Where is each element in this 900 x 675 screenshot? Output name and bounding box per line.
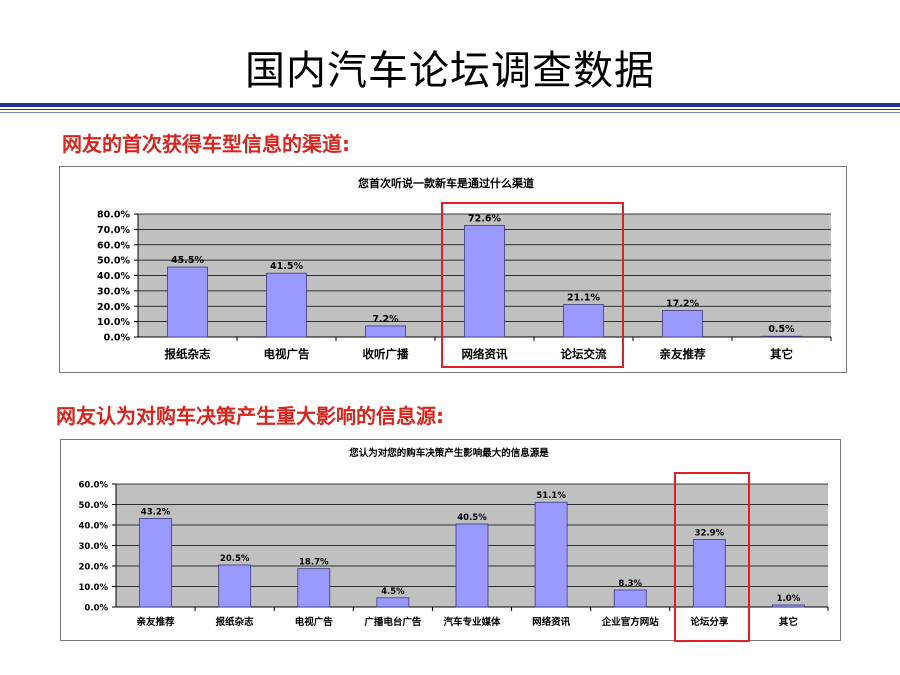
y-tick-label: 70.0% [97,225,130,236]
bar-value-label: 4.5% [381,587,405,597]
bar [464,224,505,338]
chart-title: 您认为对您的购车决策产生影响最大的信息源是 [349,447,549,459]
y-tick-label: 20.0% [79,563,109,573]
bar-value-label: 17.2% [666,299,699,310]
y-tick-label: 10.0% [97,317,130,328]
highlight-box-online-forum [441,202,624,368]
bar-value-label: 41.5% [270,261,303,272]
highlight-box-forum-share [674,472,750,642]
title-rule-thin-2 [0,112,900,113]
bar [266,272,307,338]
x-category-label: 收听广播 [363,347,409,361]
x-category-label: 亲友推荐 [660,347,706,361]
y-tick-label: 40.0% [97,271,130,282]
chart-first-channel-svg: 您首次听说一款新车是通过什么渠道 0.0% 10.0% 20.0% 30.0% 40.0%… [97,176,832,361]
title-rule [0,103,900,107]
y-tick-label: 60.0% [97,240,130,251]
slide-title: 国内汽车论坛调查数据 [245,48,655,94]
x-category-label: 网络资讯 [462,347,508,361]
x-category-label: 论坛交流 [561,347,607,361]
y-tick-label: 50.0% [79,501,109,511]
bar-value-label: 45.5% [171,255,204,266]
y-tick-label: 80.0% [97,210,130,221]
y-tick-label: 30.0% [97,286,130,297]
chart-first-channel: 您首次听说一款新车是通过什么渠道 0.0% 10.0% 20.0% 30.0% 40.0%… [59,166,847,373]
x-category-label: 其它 [770,347,793,361]
section-heading-first-channel: 网友的首次获得车型信息的渠道: [62,132,350,156]
y-tick-label: 30.0% [79,542,109,552]
y-tick-label: 50.0% [97,256,130,267]
bar [376,597,410,608]
x-category-label: 电视广告 [295,616,334,628]
x-category-label: 报纸杂志 [216,616,255,628]
x-category-label: 其它 [779,616,798,628]
bar-value-label: 0.5% [768,324,795,335]
x-category-label: 亲友推荐 [137,616,176,628]
bar [218,564,252,608]
bar [662,310,703,338]
bar-value-label: 43.2% [141,507,171,517]
bar-value-label: 20.5% [220,554,250,564]
y-tick-label: 10.0% [79,583,109,593]
bar [772,604,805,608]
bar-value-label: 21.1% [567,293,600,304]
x-category-label: 广播电台广告 [364,616,422,628]
x-category-label: 企业官方网站 [601,616,660,628]
bar [761,335,802,338]
y-tick-label: 40.0% [79,522,109,532]
bar [613,589,647,608]
y-tick-label: 0.0% [84,604,108,614]
bar [167,266,208,338]
bar-value-label: 40.5% [457,513,487,523]
chart-influence-source-svg: 您认为对您的购车决策产生影响最大的信息源是 0.0% 10.0% 20.0% 30.0%… [79,447,829,628]
bar-value-label: 8.3% [618,579,642,589]
y-tick-label: 0.0% [104,333,131,344]
bar [365,325,406,338]
title-rule-thin [0,109,900,110]
bar-value-label: 72.6% [468,213,501,224]
x-category-label: 论坛分享 [690,616,729,628]
y-tick-label: 60.0% [79,481,109,491]
bar-value-label: 7.2% [372,314,399,325]
section-heading-influence-source: 网友认为对购车决策产生重大影响的信息源: [56,404,444,428]
bar-value-label: 51.1% [536,491,566,501]
x-category-label: 报纸杂志 [165,347,211,361]
bar [534,501,568,608]
bar-value-label: 1.0% [777,594,801,604]
bar-value-label: 32.9% [695,529,725,539]
bar [692,539,726,608]
bar [139,518,172,608]
x-category-label: 汽车专业媒体 [443,616,501,628]
bar [455,523,489,608]
x-category-label: 网络资讯 [532,616,571,628]
chart-influence-source: 您认为对您的购车决策产生影响最大的信息源是 0.0% 10.0% 20.0% 30.0%… [60,439,841,641]
chart-title: 您首次听说一款新车是通过什么渠道 [358,176,534,190]
bar [297,568,331,608]
y-tick-label: 20.0% [97,302,130,313]
bar-value-label: 18.7% [299,558,329,568]
x-category-label: 电视广告 [264,347,310,361]
bar [563,304,604,338]
